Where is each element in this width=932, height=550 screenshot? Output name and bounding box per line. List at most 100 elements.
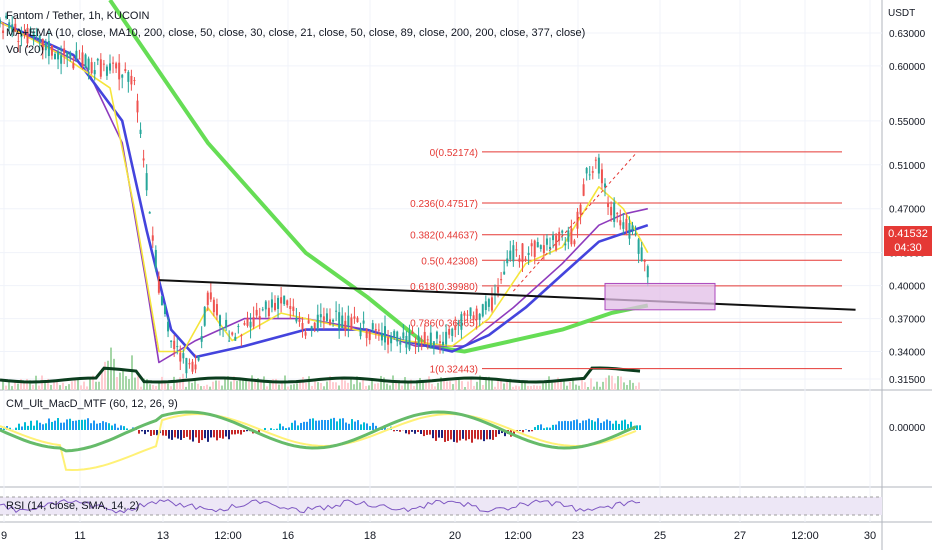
volume-bar bbox=[185, 386, 187, 390]
volume-bar bbox=[557, 377, 559, 390]
volume-bar bbox=[449, 381, 451, 390]
macd-histogram-bar bbox=[21, 426, 23, 430]
rsi-indicator-label[interactable]: RSI (14, close, SMA, 14, 2) bbox=[6, 500, 140, 512]
candle-body bbox=[435, 331, 438, 339]
chart-title[interactable]: Fantom / Tether, 1h, KUCOIN bbox=[6, 10, 150, 22]
candle-body bbox=[75, 50, 78, 59]
candle-body bbox=[255, 309, 258, 316]
volume-bar bbox=[536, 385, 538, 390]
volume-bar bbox=[530, 386, 532, 390]
candle-body bbox=[5, 15, 8, 19]
macd-histogram-bar bbox=[495, 430, 497, 437]
candle-body bbox=[14, 23, 17, 32]
candle-body bbox=[350, 317, 353, 330]
candle-body bbox=[203, 306, 206, 326]
x-tick-label: 30 bbox=[864, 530, 876, 542]
macd-histogram-bar bbox=[150, 430, 152, 436]
volume-bar bbox=[107, 360, 109, 390]
candle-body bbox=[35, 35, 38, 37]
x-tick-label: 12:00 bbox=[791, 530, 819, 542]
macd-histogram-bar bbox=[99, 423, 101, 430]
volume-indicator-label[interactable]: Vol (20) bbox=[6, 44, 44, 56]
macd-histogram-bar bbox=[282, 426, 284, 430]
macd-histogram-bar bbox=[294, 420, 296, 430]
macd-histogram-bar bbox=[639, 425, 641, 430]
macd-histogram-bar bbox=[243, 430, 245, 432]
candle-body bbox=[576, 211, 579, 229]
volume-bar bbox=[614, 383, 616, 390]
volume-bar bbox=[431, 384, 433, 390]
trendline bbox=[158, 279, 856, 311]
candle-body bbox=[344, 320, 347, 331]
drawings[interactable] bbox=[158, 153, 856, 311]
candle-body bbox=[69, 53, 72, 59]
candle-body bbox=[270, 299, 273, 308]
current-price-tag: 0.41532 04:30 bbox=[884, 226, 932, 256]
volume-bar bbox=[581, 377, 583, 390]
volume-bar bbox=[518, 386, 520, 390]
volume-bar bbox=[422, 381, 424, 390]
volume-bar bbox=[638, 382, 640, 390]
candle-body bbox=[579, 204, 582, 215]
macd-histogram-bar bbox=[198, 430, 200, 443]
volume-bar bbox=[611, 375, 613, 390]
macd-histogram-bar bbox=[453, 430, 455, 442]
volume-bar bbox=[464, 386, 466, 390]
candle-body bbox=[518, 258, 521, 262]
candle-body bbox=[487, 299, 490, 307]
macd-histogram-bar bbox=[627, 424, 629, 430]
macd-histogram-bar bbox=[474, 430, 476, 439]
macd-histogram-bar bbox=[450, 430, 452, 440]
candle-body bbox=[356, 317, 359, 323]
candle-body bbox=[277, 297, 280, 309]
macd-histogram-bar bbox=[120, 425, 122, 430]
candle-body bbox=[524, 258, 527, 260]
volume-bar bbox=[278, 384, 280, 390]
volume-bar bbox=[602, 381, 604, 390]
volume-bar bbox=[425, 381, 427, 390]
volume-bar bbox=[62, 382, 64, 390]
volume-bar bbox=[395, 382, 397, 390]
ma-ema-indicator-label[interactable]: MA+EMA (10, close, MA10, 200, close, 50,… bbox=[6, 27, 586, 39]
volume-bar bbox=[230, 381, 232, 390]
macd-histogram-bar bbox=[60, 422, 62, 430]
volume-bar bbox=[68, 384, 70, 390]
volume-bar bbox=[413, 385, 415, 390]
macd-histogram-bar bbox=[336, 421, 338, 430]
volume-bar bbox=[554, 381, 556, 390]
candle-body bbox=[249, 321, 252, 328]
fib-trend-line bbox=[512, 153, 636, 292]
macd-histogram-bar bbox=[147, 430, 149, 432]
macd-histogram-bar bbox=[51, 421, 53, 430]
macd-histogram-bar bbox=[615, 420, 617, 430]
macd-histogram-bar bbox=[447, 430, 449, 441]
axes: 0.630000.600000.550000.510000.470000.430… bbox=[1, 29, 926, 542]
macd-histogram-bar bbox=[222, 430, 224, 439]
macd-histogram-bar bbox=[81, 419, 83, 430]
candle-body bbox=[127, 71, 130, 82]
candle-body bbox=[399, 341, 402, 345]
macd-histogram-bar bbox=[426, 430, 428, 435]
candle-body bbox=[261, 309, 264, 311]
volume-bar bbox=[113, 358, 115, 390]
macd-indicator-label[interactable]: CM_Ult_MacD_MTF (60, 12, 26, 9) bbox=[6, 398, 178, 410]
candle-body bbox=[240, 335, 243, 337]
ma-10-line bbox=[0, 21, 649, 353]
macd-histogram-bar bbox=[567, 421, 569, 430]
macd-histogram-bar bbox=[57, 418, 59, 430]
volume-bar bbox=[89, 378, 91, 390]
volume-bar bbox=[515, 385, 517, 390]
volume-bar bbox=[497, 379, 499, 390]
macd-histogram-bar bbox=[75, 420, 77, 430]
fibonacci-retracement[interactable]: 0(0.52174) 0.236(0.47517) 0.382(0.44637) 0.… bbox=[410, 148, 842, 376]
candle-body bbox=[604, 183, 606, 188]
macd-histogram-bar bbox=[477, 430, 479, 440]
candle-body bbox=[222, 327, 225, 329]
volume-bar bbox=[275, 378, 277, 390]
candle-body bbox=[310, 326, 313, 330]
macd-histogram-bar bbox=[162, 430, 164, 436]
candle-body bbox=[384, 326, 386, 343]
volume-bar bbox=[434, 386, 436, 390]
macd-histogram-bar bbox=[240, 430, 242, 435]
